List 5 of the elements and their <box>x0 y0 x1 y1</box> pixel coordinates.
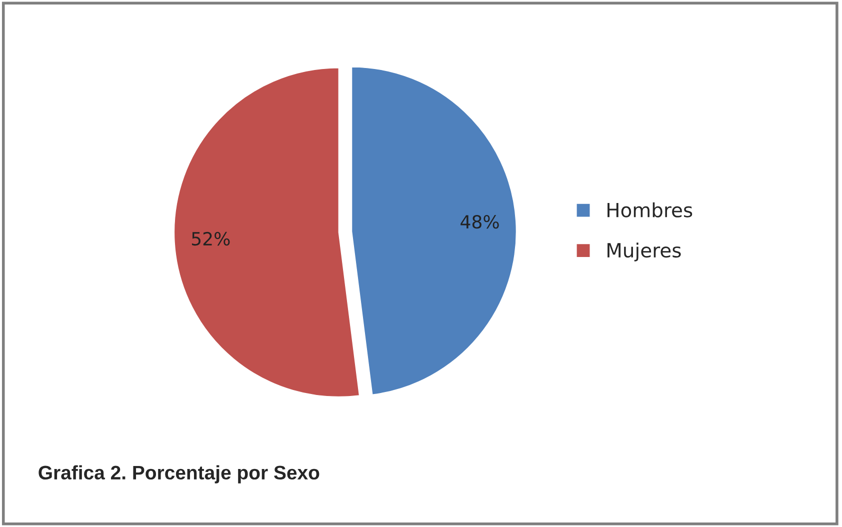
text: Grafica 2. Porcentaje por Sexo <box>38 465 320 484</box>
data-label: 52% <box>192 232 230 246</box>
data-label: 48% <box>460 214 499 229</box>
legend-label: Mujeres <box>608 242 681 262</box>
legend-label: Hombres <box>608 202 692 218</box>
